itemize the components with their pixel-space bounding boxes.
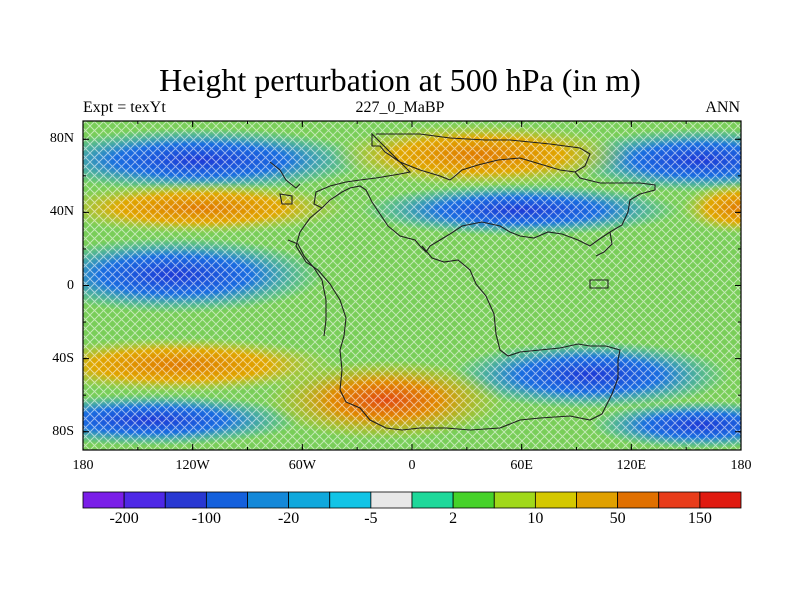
height-field <box>83 121 741 450</box>
colorbar-swatch <box>329 491 372 509</box>
continent-outlines <box>269 132 656 431</box>
lon-label: 180 <box>730 458 752 473</box>
colorbar-label: 10 <box>527 510 544 527</box>
axis-ticks <box>82 121 742 450</box>
colorbar-swatch <box>288 491 331 509</box>
colorbar-swatch <box>370 491 413 509</box>
colorbar-swatch <box>123 491 166 509</box>
colorbar-label: -20 <box>277 510 300 527</box>
map-title: Height perturbation at 500 hPa (in m) <box>159 62 641 98</box>
lon-label: 120E <box>616 458 647 473</box>
lon-label: 60W <box>288 458 316 473</box>
experiment-label: Expt = texYt <box>83 99 166 116</box>
lat-label: 0 <box>67 277 74 293</box>
lon-label: 180 <box>72 458 94 473</box>
lat-label: 80S <box>52 423 74 439</box>
colorbar-swatch <box>617 491 660 509</box>
lat-label: 40S <box>52 350 74 366</box>
colorbar-swatch <box>493 491 536 509</box>
colorbar-swatch <box>247 491 290 509</box>
time-label: 227_0_MaBP <box>355 99 445 116</box>
lat-label: 40N <box>49 204 74 220</box>
colorbar-swatch <box>411 491 454 509</box>
colorbar-swatch <box>82 491 125 509</box>
colorbar-label: -5 <box>364 510 378 527</box>
season-label: ANN <box>705 99 740 116</box>
colorbar <box>82 491 742 509</box>
colorbar-label: -100 <box>191 510 222 527</box>
colorbar-swatch <box>452 491 495 509</box>
lat-label: 80N <box>49 131 74 147</box>
lon-label: 0 <box>408 458 416 473</box>
colorbar-swatch <box>534 491 577 509</box>
lon-label: 120W <box>175 458 210 473</box>
colorbar-swatch <box>576 491 619 509</box>
colorbar-swatch <box>164 491 207 509</box>
colorbar-swatch <box>658 491 701 509</box>
colorbar-swatch <box>205 491 248 509</box>
colorbar-label: 50 <box>609 510 626 527</box>
lon-label: 60E <box>510 458 533 473</box>
colorbar-swatch <box>699 491 742 509</box>
colorbar-label: 150 <box>687 510 712 527</box>
colorbar-label: -200 <box>109 510 139 527</box>
colorbar-label: 2 <box>449 510 458 527</box>
